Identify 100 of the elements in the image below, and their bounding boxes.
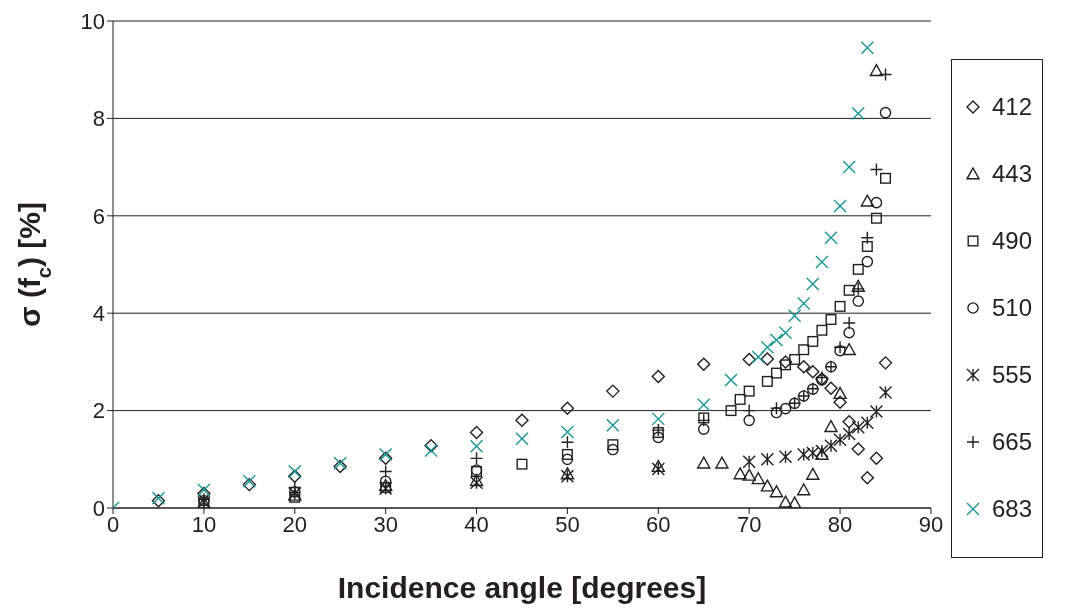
- point: [807, 335, 819, 347]
- point: [789, 353, 801, 365]
- point: [734, 393, 746, 405]
- legend-label: 683: [991, 495, 1032, 523]
- point: [842, 343, 856, 356]
- point: [652, 427, 664, 439]
- point: [851, 279, 865, 292]
- point: [852, 295, 865, 307]
- point: [725, 405, 737, 417]
- point: [606, 418, 620, 432]
- point: [607, 439, 619, 451]
- point: [769, 333, 784, 347]
- point: [851, 420, 865, 434]
- point: [869, 162, 884, 177]
- point: [842, 160, 856, 174]
- point: [769, 485, 784, 498]
- point: [724, 373, 738, 387]
- point: [743, 414, 755, 427]
- point: [697, 423, 710, 435]
- point: [378, 478, 393, 492]
- x-tick-label: 40: [464, 511, 489, 537]
- point: [715, 456, 729, 469]
- point: [742, 352, 756, 367]
- point: [778, 450, 793, 464]
- point: [469, 425, 484, 440]
- point: [861, 255, 874, 268]
- point: [834, 344, 846, 357]
- point: [806, 277, 820, 291]
- point: [797, 483, 811, 496]
- y-tick-label: 4: [92, 301, 105, 327]
- point: [860, 41, 875, 55]
- point: [333, 459, 347, 474]
- point: [424, 438, 438, 453]
- point: [778, 495, 793, 508]
- x-tick-label: 70: [736, 511, 762, 537]
- point: [842, 427, 856, 441]
- point: [861, 240, 873, 252]
- point: [560, 469, 575, 484]
- point: [860, 416, 875, 430]
- point: [242, 477, 257, 492]
- point: [869, 451, 884, 466]
- point: [824, 419, 838, 433]
- x-tick-label: 80: [827, 511, 853, 537]
- point: [733, 467, 747, 480]
- x-tick-label: 10: [191, 511, 217, 537]
- point: [806, 446, 820, 460]
- y-tick-label: 0: [92, 495, 105, 521]
- point: [851, 442, 865, 456]
- point: [197, 483, 211, 497]
- point: [869, 63, 884, 77]
- point: [561, 453, 574, 466]
- point: [878, 385, 893, 400]
- point: [560, 401, 575, 415]
- point: [760, 479, 775, 492]
- point: [833, 386, 847, 400]
- point: [197, 486, 211, 501]
- legend-label: 555: [991, 361, 1032, 389]
- legend-label: 412: [991, 93, 1032, 121]
- point: [515, 413, 529, 428]
- point: [843, 326, 855, 339]
- point: [770, 367, 782, 379]
- point: [870, 212, 882, 224]
- point: [697, 456, 711, 469]
- point: [651, 412, 665, 426]
- point: [760, 452, 775, 466]
- point: [697, 357, 711, 372]
- y-tick-label: 6: [92, 203, 105, 229]
- point: [288, 464, 302, 479]
- point: [424, 443, 438, 458]
- x-tick-label: 30: [373, 511, 398, 537]
- point: [797, 360, 811, 374]
- y-tick-label: 10: [80, 8, 105, 34]
- point: [824, 231, 838, 245]
- point: [869, 404, 884, 419]
- point: [760, 352, 775, 366]
- point: [779, 402, 792, 415]
- point: [242, 474, 257, 488]
- x-tick-label: 20: [282, 511, 308, 537]
- point: [780, 359, 792, 371]
- point: [806, 364, 820, 379]
- point: [860, 194, 875, 207]
- point: [697, 398, 711, 412]
- point: [560, 435, 575, 449]
- point: [878, 356, 893, 370]
- point: [743, 385, 755, 397]
- point: [379, 475, 392, 488]
- legend-label: 443: [991, 160, 1032, 188]
- point: [770, 406, 783, 419]
- x-tick-label: 60: [646, 511, 671, 537]
- point: [852, 263, 864, 275]
- point: [778, 325, 793, 340]
- point: [742, 455, 756, 469]
- point: [833, 395, 847, 410]
- legend-label: 665: [991, 428, 1032, 456]
- point: [833, 433, 847, 447]
- legend-label: 490: [991, 227, 1032, 255]
- x-tick-label: 90: [918, 511, 944, 537]
- point: [561, 448, 573, 460]
- point: [851, 106, 865, 121]
- point: [378, 464, 393, 479]
